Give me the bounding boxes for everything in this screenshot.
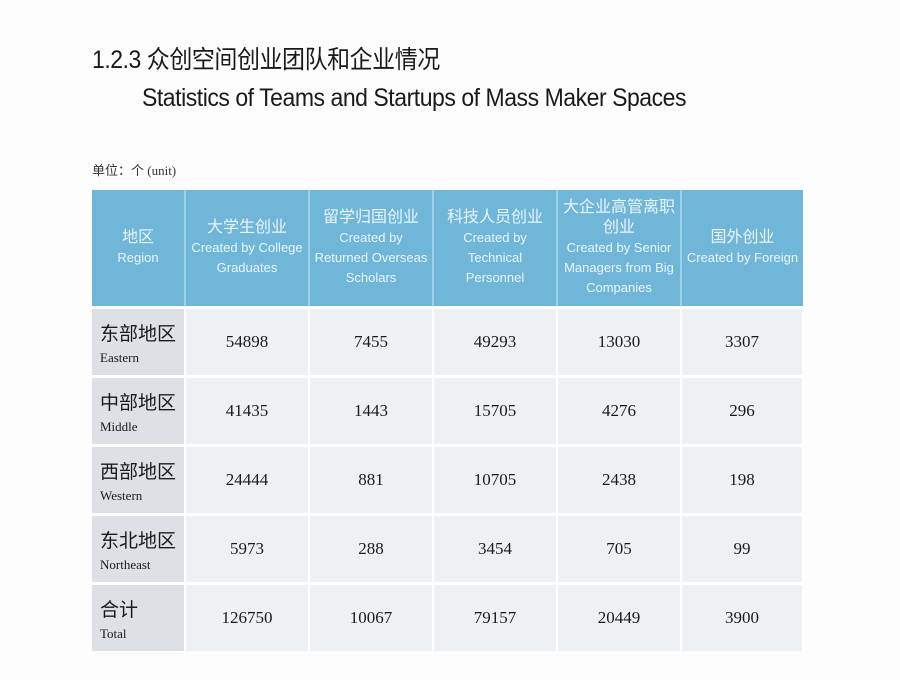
header-cn: 科技人员创业: [446, 209, 543, 226]
table-row: 合计 Total 126750 10067 79157 20449 3900: [92, 582, 804, 651]
region-cell: 东部地区 Eastern: [92, 306, 186, 377]
value-cell: 41435: [185, 375, 310, 446]
header-en: Created by College Graduates: [191, 240, 303, 275]
value-cell: 705: [557, 513, 682, 584]
value-cell: 3307: [681, 306, 804, 377]
column-header: 科技人员创业 Created by Technical Personnel: [433, 190, 558, 308]
region-cell: 西部地区 Western: [92, 444, 186, 515]
value-cell: 198: [681, 444, 804, 515]
value-cell: 10705: [433, 444, 558, 515]
region-cn: 西部地区: [100, 461, 177, 483]
value-cell: 126750: [185, 582, 310, 651]
region-cell: 东北地区 Northeast: [92, 513, 186, 584]
table-row: 东北地区 Northeast 5973 288 3454 705 99: [92, 513, 804, 584]
value-cell: 24444: [185, 444, 310, 515]
value-cell: 79157: [433, 582, 558, 651]
value-cell: 4276: [557, 375, 682, 446]
region-cell: 中部地区 Middle: [92, 375, 186, 446]
header-cn: 大企业高管离职创业: [562, 199, 675, 236]
value-cell: 5973: [185, 513, 310, 584]
table-row: 中部地区 Middle 41435 1443 15705 4276 296: [92, 375, 804, 446]
header-en: Created by Senior Managers from Big Comp…: [564, 240, 674, 295]
column-header: 国外创业 Created by Foreign: [681, 190, 803, 308]
header-en: Created by Technical Personnel: [463, 230, 527, 285]
section-title-en: Statistics of Teams and Startups of Mass…: [142, 84, 687, 112]
value-cell: 3900: [681, 582, 804, 651]
region-en: Western: [100, 487, 143, 503]
value-cell: 49293: [433, 306, 558, 377]
region-cell: 合计 Total: [92, 582, 186, 651]
header-cn: 地区: [121, 229, 154, 246]
region-en: Middle: [100, 418, 138, 434]
header-cn: 留学归国创业: [322, 209, 419, 226]
value-cell: 3454: [433, 513, 558, 584]
region-cn: 东部地区: [100, 323, 177, 345]
unit-label: 单位：个 (unit): [92, 163, 177, 178]
region-en: Eastern: [100, 349, 139, 365]
table-row: 西部地区 Western 24444 881 10705 2438 198: [92, 444, 804, 515]
value-cell: 20449: [557, 582, 682, 651]
value-cell: 1443: [309, 375, 434, 446]
value-cell: 15705: [433, 375, 558, 446]
column-header: 地区 Region: [92, 190, 186, 308]
header-en: Created by Returned Overseas Scholars: [314, 230, 428, 285]
region-cn: 中部地区: [100, 392, 177, 414]
region-cn: 合计: [100, 599, 139, 621]
value-cell: 296: [681, 375, 804, 446]
table-row: 东部地区 Eastern 54898 7455 49293 13030 3307: [92, 306, 804, 377]
column-header: 大企业高管离职创业 Created by Senior Managers from…: [557, 190, 682, 308]
value-cell: 54898: [185, 306, 310, 377]
value-cell: 288: [309, 513, 434, 584]
value-cell: 7455: [309, 306, 434, 377]
section-title-cn: 1.2.3 众创空间创业团队和企业情况: [92, 46, 440, 74]
region-en: Total: [100, 625, 127, 641]
value-cell: 881: [309, 444, 434, 515]
value-cell: 2438: [557, 444, 682, 515]
region-en: Northeast: [100, 556, 151, 572]
header-cn: 大学生创业: [206, 219, 287, 236]
column-header: 大学生创业 Created by College Graduates: [185, 190, 310, 308]
statistics-table: 地区 Region 大学生创业 Created by College Graduate…: [92, 190, 804, 651]
column-header: 留学归国创业 Created by Returned Overseas Schol…: [309, 190, 434, 308]
region-cn: 东北地区: [100, 530, 177, 552]
value-cell: 10067: [309, 582, 434, 651]
header-cn: 国外创业: [710, 229, 775, 246]
value-cell: 99: [681, 513, 804, 584]
header-en: Region: [117, 250, 159, 265]
header-en: Created by Foreign: [686, 250, 799, 265]
value-cell: 13030: [557, 306, 682, 377]
